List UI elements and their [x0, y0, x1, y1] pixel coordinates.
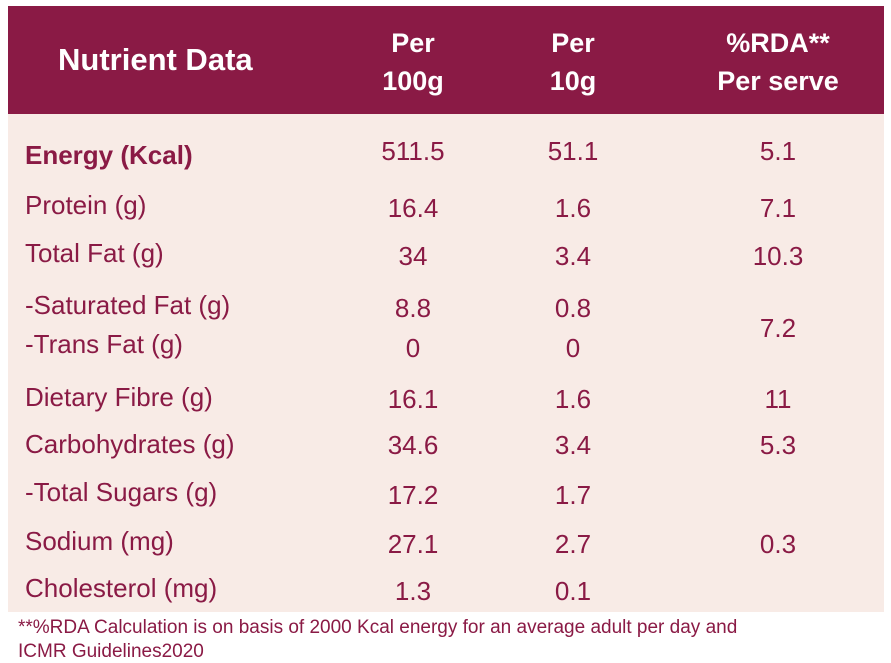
row-fibre-label: Dietary Fibre (g): [25, 382, 213, 412]
rda-footnote: **%RDA Calculation is on basis of 2000 K…: [18, 616, 878, 663]
row-protein-per10: 1.6: [554, 193, 592, 223]
header-per-100g-line2: 100g: [382, 66, 444, 96]
row-protein-label: Protein (g): [25, 190, 147, 220]
row-carbs-rda: 5.3: [759, 430, 797, 460]
row-sodium-label: Sodium (mg): [25, 526, 174, 556]
header-rda-per-serve: %RDA** Per serve: [668, 24, 888, 100]
row-sugars-label: -Total Sugars (g): [25, 477, 218, 507]
header-per-10g-line2: 10g: [549, 66, 597, 96]
row-carbs-label: Carbohydrates (g): [25, 429, 235, 459]
row-cholesterol-per10: 0.1: [554, 576, 592, 606]
row-energy-label: Energy (Kcal): [25, 140, 193, 170]
footnote-line1: **%RDA Calculation is on basis of 2000 K…: [18, 617, 738, 638]
row-sodium-rda: 0.3: [759, 529, 797, 559]
header-rda-line2: Per serve: [717, 66, 839, 96]
row-satfat-label: -Saturated Fat (g): [25, 290, 231, 320]
row-fat-rda: 10.3: [752, 241, 804, 271]
header-per-10g-line1: Per: [551, 28, 595, 58]
row-protein-per100: 16.4: [387, 193, 439, 223]
table-body: Energy (Kcal) 511.5 51.1 5.1 Protein (g)…: [8, 114, 884, 612]
header-rda-line1: %RDA**: [726, 28, 830, 58]
row-fat-per100: 34: [398, 241, 428, 271]
row-sugars-per100: 17.2: [387, 480, 439, 510]
header-per-10g: Per 10g: [513, 24, 633, 100]
row-sat-trans-rda: 7.2: [759, 313, 797, 343]
row-carbs-per10: 3.4: [554, 430, 592, 460]
row-sugars-per10: 1.7: [554, 480, 592, 510]
row-cholesterol-per100: 1.3: [394, 576, 432, 606]
row-sodium-per10: 2.7: [554, 529, 592, 559]
row-satfat-per100: 8.8: [394, 293, 432, 323]
header-per-100g-line1: Per: [391, 28, 435, 58]
table-header: Nutrient Data Per 100g Per 10g %RDA** Pe…: [8, 6, 884, 114]
row-fibre-per100: 16.1: [387, 384, 439, 414]
row-energy-per10: 51.1: [547, 136, 599, 166]
row-cholesterol-label: Cholesterol (mg): [25, 573, 218, 603]
row-energy-rda: 5.1: [759, 136, 797, 166]
row-transfat-label: -Trans Fat (g): [25, 329, 183, 359]
row-fat-label: Total Fat (g): [25, 238, 164, 268]
header-per-100g: Per 100g: [353, 24, 473, 100]
row-transfat-per100: 0: [405, 333, 421, 363]
row-fat-per10: 3.4: [554, 241, 592, 271]
row-carbs-per100: 34.6: [387, 430, 439, 460]
row-fibre-per10: 1.6: [554, 384, 592, 414]
header-nutrient-data: Nutrient Data: [58, 42, 253, 77]
footnote-line2: ICMR Guidelines2020: [18, 641, 204, 662]
row-transfat-per10: 0: [565, 333, 581, 363]
row-energy-per100: 511.5: [381, 136, 445, 166]
row-satfat-per10: 0.8: [554, 293, 592, 323]
row-sodium-per100: 27.1: [387, 529, 439, 559]
row-fibre-rda: 11: [764, 384, 792, 414]
row-protein-rda: 7.1: [759, 193, 797, 223]
